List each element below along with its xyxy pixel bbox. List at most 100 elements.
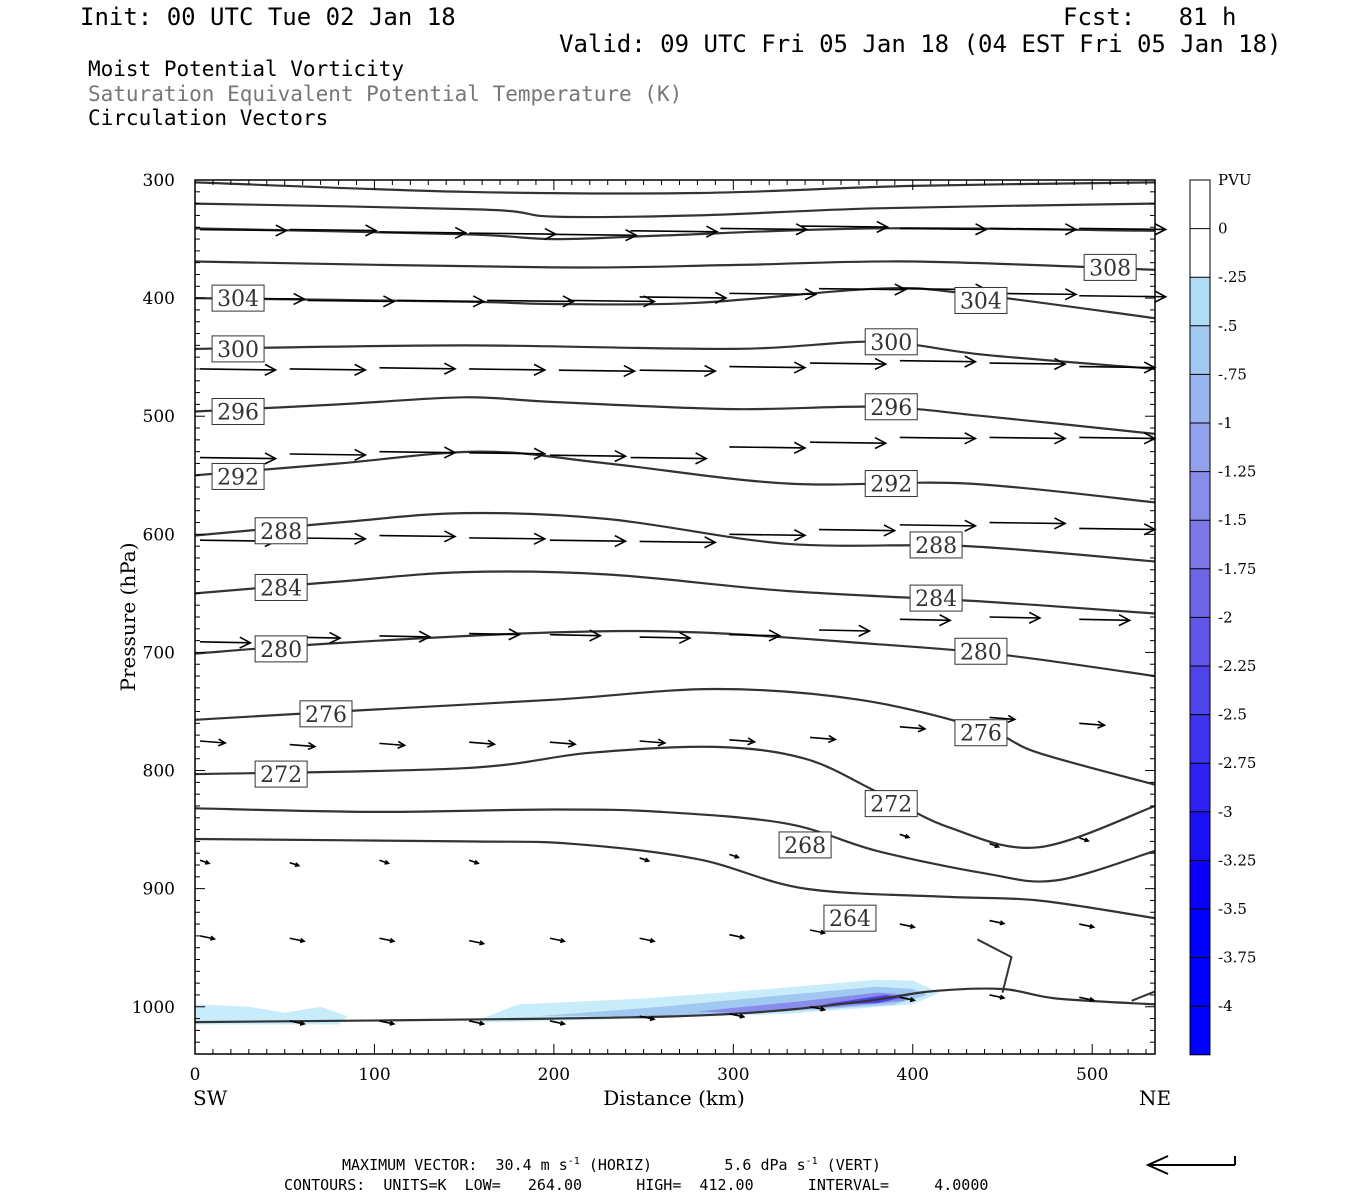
vector-78: [289, 861, 301, 868]
colorbar-box-17: [1190, 1006, 1210, 1055]
vector-63: [899, 613, 952, 627]
vector-64: [989, 611, 1042, 624]
y-tick-1000: 1000: [132, 998, 175, 1018]
x-axis-label: Distance (km): [603, 1086, 745, 1110]
vector-46: [379, 530, 457, 543]
title-vectors: Circulation Vectors: [88, 106, 329, 130]
vector-28: [729, 361, 807, 374]
svg-text:300: 300: [870, 331, 912, 356]
contour-label-304-0: 304: [211, 284, 265, 312]
svg-text:300: 300: [217, 338, 259, 363]
vector-57: [379, 630, 432, 643]
colorbar-label-1: -.25: [1218, 268, 1247, 286]
contour-label-272-1: 272: [864, 790, 918, 818]
vector-33: [199, 452, 278, 465]
svg-text:304: 304: [960, 289, 1002, 314]
vector-41: [899, 432, 978, 445]
svg-text:308: 308: [1089, 256, 1131, 281]
contour-labels: 308 304 304 300 300 296 296 292 292 288 288 284 284 2…: [211, 253, 1137, 932]
vector-90: [549, 937, 567, 944]
colorbar-box-3: [1190, 325, 1210, 375]
colorbar-box-2: [1190, 277, 1210, 326]
vector-66: [199, 738, 227, 747]
vector-48: [549, 534, 628, 548]
vector-89: [468, 939, 486, 946]
init-time: Init: 00 UTC Tue 02 Jan 18: [80, 3, 456, 31]
vector-47: [469, 532, 547, 545]
colorbar-label-14: -3.5: [1218, 900, 1247, 918]
x-tick-400: 400: [897, 1065, 929, 1085]
svg-text:288: 288: [915, 534, 957, 559]
contour-line-3: [194, 260, 1156, 271]
vector-77: [199, 859, 211, 865]
colorbar-box-11: [1190, 714, 1210, 764]
contour-label-276-1: 276: [954, 719, 1008, 747]
vector-22: [199, 363, 278, 376]
vector-65: [1079, 613, 1132, 627]
contour-label-276-0: 276: [299, 700, 353, 728]
colorbar-box-8: [1190, 568, 1210, 618]
contour-label-300-0: 300: [211, 335, 265, 363]
contour-line-15: [194, 987, 1156, 1024]
contour-label-284-1: 284: [909, 584, 963, 612]
colorbar-label-9: -2.25: [1218, 657, 1256, 675]
contour-kink-2: [1131, 990, 1156, 1002]
max-vector-text: MAXIMUM VECTOR: 30.4 m s-1 (HORIZ) 5.6 d…: [342, 1156, 881, 1174]
vector-18: [819, 283, 908, 296]
contour-label-304-1: 304: [954, 286, 1008, 314]
svg-text:296: 296: [217, 400, 259, 425]
vector-58: [469, 628, 522, 641]
vector-42: [989, 432, 1067, 445]
vector-53: [989, 517, 1067, 530]
contour-label-272-0: 272: [254, 760, 308, 788]
svg-text:284: 284: [915, 587, 957, 612]
contour-label-292-0: 292: [211, 462, 265, 490]
y-axis-label: Pressure (hPa): [116, 543, 140, 692]
vector-95: [989, 919, 1006, 926]
vector-0: [199, 224, 289, 237]
vector-73: [810, 734, 838, 744]
vector-97: [289, 1020, 306, 1026]
vector-103: [809, 1005, 827, 1012]
vector-61: [729, 629, 782, 642]
vector-69: [469, 739, 497, 748]
colorbar-box-16: [1190, 957, 1210, 1007]
vector-10: [1079, 223, 1168, 236]
svg-text:272: 272: [260, 763, 302, 788]
vector-99: [468, 1020, 486, 1026]
contour-label-288-1: 288: [909, 531, 963, 559]
colorbar-box-15: [1190, 909, 1210, 958]
vector-51: [819, 524, 897, 537]
vector-93: [809, 929, 827, 935]
contour-line-1: [194, 202, 1156, 219]
vector-105: [989, 994, 1006, 1000]
x-tick-500: 500: [1076, 1065, 1108, 1085]
contour-line-7: [194, 450, 1156, 504]
vector-5: [630, 225, 719, 238]
vector-71: [639, 738, 667, 747]
vector-36: [469, 447, 547, 460]
vector-40: [810, 436, 888, 450]
contour-kink: [976, 938, 1013, 993]
colorbar-box-9: [1190, 617, 1210, 666]
vector-24: [379, 362, 457, 375]
svg-text:288: 288: [260, 520, 302, 545]
vector-79: [379, 859, 391, 865]
colorbar-label-3: -.75: [1218, 365, 1247, 383]
contour-label-292-1: 292: [864, 470, 918, 498]
contour-label-296-0: 296: [211, 397, 265, 425]
contour-label-268-0: 268: [778, 831, 832, 859]
contour-label-264-0: 264: [823, 904, 877, 932]
colorbar-box-7: [1190, 520, 1210, 569]
vector-38: [630, 452, 709, 465]
vector-49: [639, 536, 717, 549]
vector-29: [810, 357, 888, 371]
circulation-vectors: [199, 220, 1168, 1026]
vector-21: [1079, 290, 1168, 303]
contour-label-288-0: 288: [254, 517, 308, 545]
vector-54: [1079, 523, 1157, 536]
contour-label-280-1: 280: [954, 637, 1008, 665]
forecast-hour: Fcst: 81 h: [1063, 3, 1237, 31]
vector-2: [379, 226, 468, 240]
